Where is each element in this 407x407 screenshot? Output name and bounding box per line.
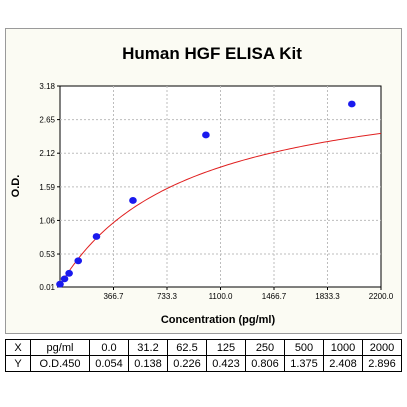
- x-tick-label: 366.7: [103, 292, 124, 301]
- y-tick-label: 0.53: [39, 250, 55, 259]
- data-point: [56, 280, 64, 288]
- elisa-chart: Human HGF ELISA Kit 366.7 733.3 1100.0 1466…: [10, 44, 394, 326]
- x-tick-label: 2200.0: [369, 292, 394, 301]
- data-point: [348, 100, 356, 108]
- table-cell: 31.2: [128, 339, 168, 356]
- data-point: [65, 269, 73, 277]
- y-tick-label: 3.18: [39, 82, 55, 91]
- x-tick-labels: 366.7 733.3 1100.0 1466.7 1833.3 2200.0: [103, 287, 394, 301]
- y-axis-label: O.D.: [10, 175, 22, 198]
- grid-lines: [60, 86, 381, 287]
- table-cell: 1.375: [284, 355, 324, 372]
- table-cell: 1000: [323, 339, 363, 356]
- table-cell: 0.806: [245, 355, 285, 372]
- table-cell: 2000: [362, 339, 402, 356]
- y-tick-label: 0.01: [39, 283, 55, 292]
- x-tick-label: 1833.3: [315, 292, 340, 301]
- table-cell: X: [5, 339, 31, 356]
- data-point: [92, 233, 101, 240]
- x-tick-label: 1466.7: [262, 292, 287, 301]
- x-axis-label: Concentration (pg/ml): [161, 314, 276, 326]
- y-tick-label: 1.59: [39, 183, 55, 192]
- x-tick-label: 733.3: [157, 292, 178, 301]
- chart-title: Human HGF ELISA Kit: [122, 44, 302, 63]
- y-tick-label: 1.06: [39, 216, 55, 225]
- table-cell: 125: [206, 339, 246, 356]
- table-cell: 0.054: [89, 355, 129, 372]
- y-tick-label: 2.65: [39, 116, 55, 125]
- table-cell: 0.226: [167, 355, 207, 372]
- x-tick-label: 1100.0: [209, 292, 233, 301]
- y-tick-labels: 0.01 0.53 1.06 1.59 2.12 2.65 3.18: [39, 82, 60, 292]
- table-cell: 62.5: [167, 339, 207, 356]
- table-cell: 2.408: [323, 355, 363, 372]
- table-cell: 2.896: [362, 355, 402, 372]
- table-cell: pg/ml: [30, 339, 90, 356]
- data-point: [202, 131, 210, 139]
- table-cell: 250: [245, 339, 285, 356]
- data-point: [60, 275, 69, 283]
- table-cell: O.D.450: [30, 355, 90, 372]
- data-point: [74, 257, 83, 265]
- y-tick-label: 2.12: [39, 149, 55, 158]
- data-points: [56, 100, 356, 288]
- table-cell: 500: [284, 339, 324, 356]
- table-cell: Y: [5, 355, 31, 372]
- data-point: [129, 197, 137, 204]
- table-cell: 0.0: [89, 339, 129, 356]
- table-cell: 0.423: [206, 355, 246, 372]
- fit-curve: [59, 132, 382, 286]
- table-cell: 0.138: [128, 355, 168, 372]
- table-row: Y O.D.450 0.054 0.138 0.226 0.423 0.806 1.375 2.…: [5, 355, 402, 372]
